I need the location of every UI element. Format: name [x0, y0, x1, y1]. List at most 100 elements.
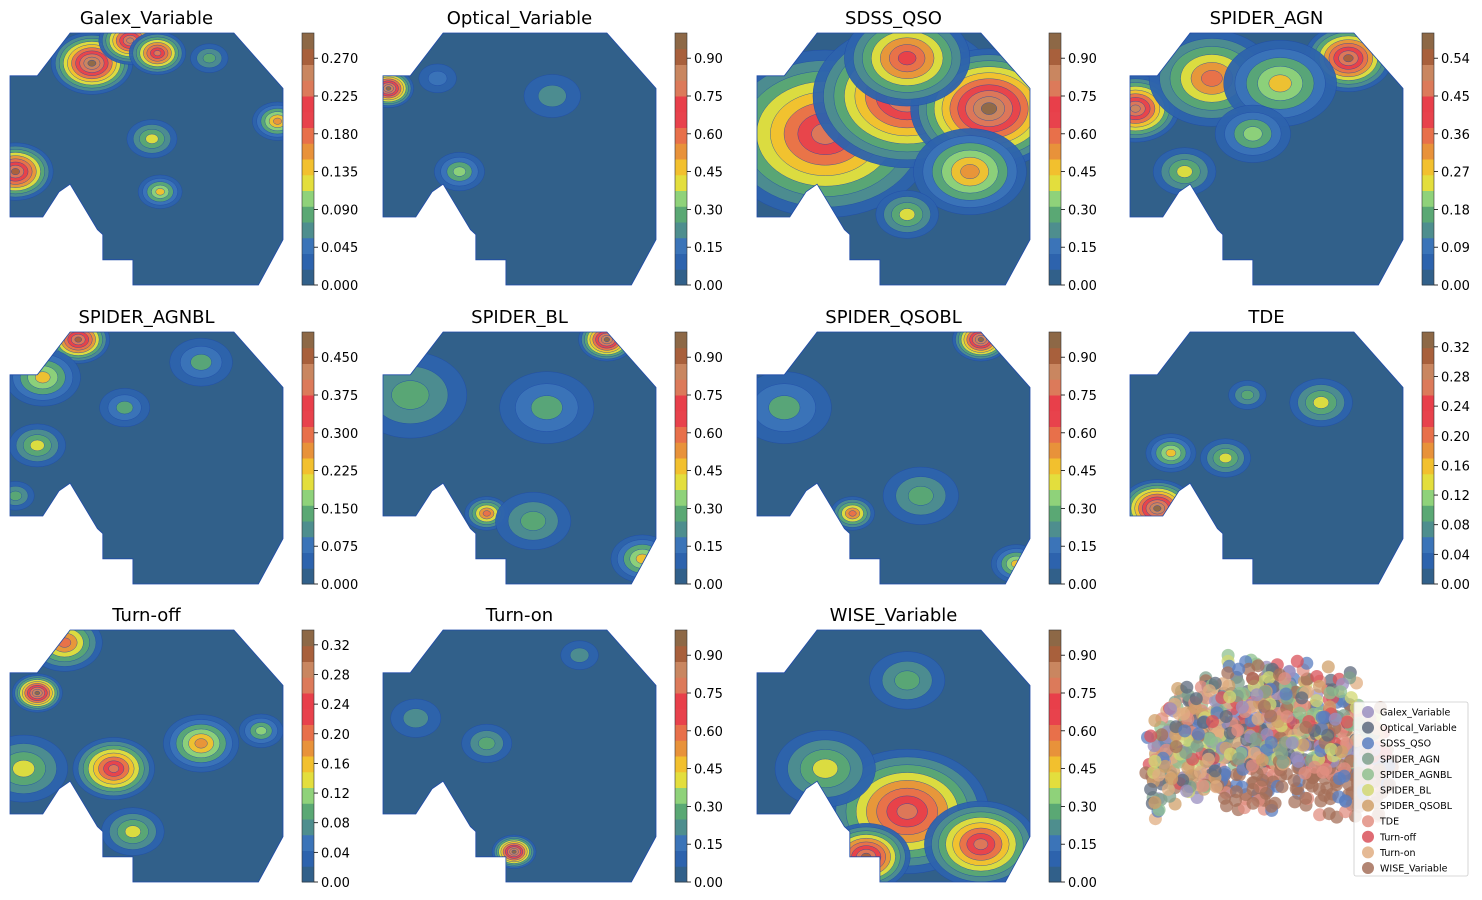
colorbar-tick-label: 0.60 [694, 725, 723, 740]
map-background [383, 630, 656, 882]
colorbar-segment [302, 237, 314, 254]
colorbar-segment [302, 395, 314, 412]
colorbar-segment [675, 866, 687, 883]
contour-level [116, 401, 134, 415]
colorbar-segment [675, 536, 687, 553]
colorbar-segment [302, 458, 314, 475]
colorbar-segment [675, 803, 687, 820]
map-background [757, 332, 1030, 584]
colorbar-segment [302, 630, 314, 647]
contour-level [1153, 505, 1162, 512]
colorbar-segment [1049, 803, 1061, 820]
colorbar-frame [1048, 629, 1062, 883]
contour-level [812, 758, 839, 779]
legend-label: Turn-off [1379, 832, 1417, 843]
colorbar-frame [301, 32, 315, 286]
colorbar-tick-label: 0.75 [1068, 687, 1097, 702]
colorbar-tick-label: 0.75 [694, 90, 723, 105]
scatter-point [1279, 687, 1293, 701]
contour-level [74, 336, 82, 343]
colorbar-tick-label: 0.225 [321, 465, 358, 480]
colorbar-tick-label: 0.15 [1068, 540, 1097, 555]
legend-label: TDE [1379, 817, 1399, 828]
colorbar-segment [302, 426, 314, 443]
colorbar-tick-label: 0.20 [1441, 430, 1470, 445]
colorbar-segment [302, 332, 314, 349]
contour-level [897, 51, 917, 66]
contour-map [383, 630, 656, 882]
panel-title: Turn-off [111, 605, 181, 626]
colorbar-segment [675, 661, 687, 678]
colorbar-tick-label: 0.300 [321, 427, 358, 442]
colorbar-tick-label: 0.60 [694, 427, 723, 442]
colorbar-tick-label: 0.75 [1068, 90, 1097, 105]
contour-level [848, 510, 857, 517]
colorbar-segment [675, 771, 687, 788]
colorbar-segment [1049, 127, 1061, 144]
map-outline [382, 32, 657, 286]
contour-map [757, 33, 1030, 285]
colorbar-segment [1049, 347, 1061, 364]
colorbar-segment [1422, 473, 1434, 490]
colorbar-segment [675, 568, 687, 585]
colorbar-frame [674, 331, 688, 585]
colorbar-segment [1049, 410, 1061, 427]
colorbar-frame [1048, 331, 1062, 585]
colorbar-tick-label: 0.00 [1068, 876, 1097, 891]
colorbar-segment [302, 819, 314, 836]
contour-level [153, 50, 162, 57]
colorbar-tick-label: 0.90 [694, 649, 723, 664]
scatter-point [1232, 752, 1246, 766]
scatter-point [1334, 685, 1348, 699]
colorbar-segment [1049, 174, 1061, 191]
colorbar-segment [675, 80, 687, 97]
scatter-point [1201, 752, 1215, 766]
scatter-point [1148, 796, 1162, 809]
colorbar-segment [1422, 458, 1434, 475]
colorbar-segment [302, 48, 314, 65]
colorbar-segment [1422, 127, 1434, 144]
colorbar-tick-label: 0.045 [321, 241, 358, 256]
colorbar-segment [1422, 568, 1434, 585]
colorbar-segment [302, 866, 314, 883]
colorbar-segment [302, 347, 314, 364]
contour-level [511, 849, 517, 854]
colorbar-tick-label: 0.150 [321, 502, 358, 517]
colorbar-tick-label: 0.32 [1441, 341, 1470, 356]
colorbar-segment [1049, 552, 1061, 569]
contour-level [190, 354, 212, 371]
colorbar-tick-label: 0.00 [694, 279, 723, 294]
scatter-point [1308, 760, 1322, 774]
scatter-point [1340, 715, 1354, 729]
colorbar-segment [675, 237, 687, 254]
colorbar-segment [675, 347, 687, 364]
colorbar-segment [1422, 64, 1434, 81]
colorbar-segment [675, 630, 687, 647]
colorbar-segment [1049, 505, 1061, 522]
colorbar-segment [1422, 489, 1434, 506]
colorbar-segment [302, 206, 314, 223]
panel-title: Turn-on [485, 605, 553, 626]
colorbar-segment [675, 645, 687, 662]
colorbar-segment [675, 521, 687, 538]
scatter-point [1177, 707, 1191, 721]
contour-level [428, 70, 448, 86]
scatter-point [1285, 736, 1299, 750]
colorbar-segment [302, 269, 314, 286]
colorbar-segment [675, 96, 687, 113]
contour-level [145, 133, 159, 144]
colorbar: 0.00 0.09 0.18 0.27 0.36 0.45 0.54 [1421, 32, 1470, 294]
scatter-point [1246, 672, 1260, 686]
scatter-point [1315, 710, 1329, 724]
colorbar-segment [675, 127, 687, 144]
scatter-point [1208, 764, 1222, 778]
legend-marker [1362, 846, 1374, 859]
scatter-point [1314, 794, 1328, 808]
colorbar-tick-label: 0.75 [1068, 389, 1097, 404]
colorbar-tick-label: 0.90 [1068, 351, 1097, 366]
colorbar-segment [302, 552, 314, 569]
colorbar-tick-label: 0.04 [1441, 548, 1470, 563]
colorbar-tick-label: 0.00 [694, 578, 723, 593]
colorbar-tick-label: 0.30 [694, 502, 723, 517]
legend-frame [1353, 701, 1469, 877]
